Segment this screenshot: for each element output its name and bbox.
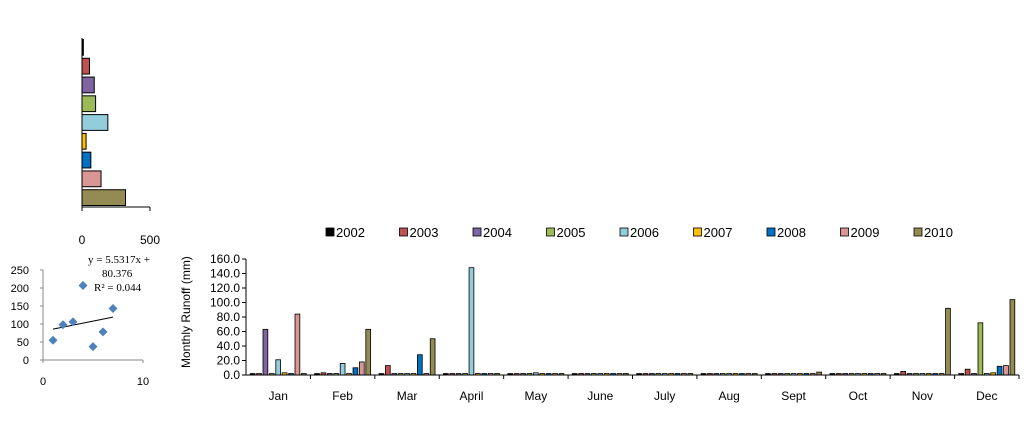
bar-2008-Feb xyxy=(352,367,359,376)
scatter-y-tick-label: 250 xyxy=(11,265,29,277)
main-y-tick-label: 40.0 xyxy=(217,339,241,353)
hbar-2009 xyxy=(81,170,102,188)
horizontal-bar-chart: 0 500 xyxy=(79,38,160,247)
hbar-x-tick-label: 0 xyxy=(79,233,86,247)
scatter-point-2 xyxy=(68,317,78,327)
bar-2004-Jan xyxy=(262,328,269,376)
bar-2009-Feb xyxy=(359,361,365,376)
bar-2010-Dec xyxy=(1009,299,1016,376)
scatter-point-6 xyxy=(108,304,118,314)
hbar-2007 xyxy=(81,132,87,150)
month-label: Feb xyxy=(332,389,353,403)
trend-equation-line2: 80.376 xyxy=(102,268,133,280)
bar-2010-Mar xyxy=(429,338,436,376)
hbar-2006 xyxy=(81,114,109,131)
main-y-tick-label: 80.0 xyxy=(217,310,241,324)
legend-label-2005: 2005 xyxy=(557,225,586,240)
legend-swatch-2004 xyxy=(472,227,482,237)
scatter-point-0 xyxy=(48,335,58,345)
monthly-runoff-chart: Monthly Runoff (mm) 0.020.040.060.080.01… xyxy=(179,225,1020,403)
hbar-2010 xyxy=(81,189,127,207)
legend-swatch-2008 xyxy=(766,227,776,237)
legend-swatch-2010 xyxy=(913,227,923,237)
main-y-tick-label: 60.0 xyxy=(217,325,241,339)
r-squared-label: R² = 0.044 xyxy=(94,282,142,294)
month-label: April xyxy=(459,389,483,403)
scatter-y-tick-label: 150 xyxy=(11,301,29,313)
hbar-2004 xyxy=(81,76,95,94)
bar-2008-Mar xyxy=(417,354,423,376)
bar-2009-Jan xyxy=(294,313,301,376)
scatter-plot: y = 5.5317x + 80.376 R² = 0.044 05010015… xyxy=(11,254,150,388)
bar-2005-Dec xyxy=(977,322,984,376)
main-y-tick-label: 120.0 xyxy=(210,281,240,295)
bar-2008-Dec xyxy=(996,365,1003,376)
trend-equation-line1: y = 5.5317x + xyxy=(88,254,150,266)
main-y-tick-label: 100.0 xyxy=(210,296,240,310)
scatter-x-tick-label: 0 xyxy=(40,376,46,388)
legend-label-2008: 2008 xyxy=(777,225,806,240)
legend-swatch-2006 xyxy=(619,227,629,237)
legend-label-2002: 2002 xyxy=(336,225,365,240)
y-axis-label: Monthly Runoff (mm) xyxy=(179,256,193,368)
bar-2010-Feb xyxy=(365,328,372,376)
legend-label-2006: 2006 xyxy=(630,225,659,240)
scatter-y-tick-label: 100 xyxy=(11,319,29,331)
legend-label-2010: 2010 xyxy=(924,225,953,240)
legend-swatch-2002 xyxy=(325,227,335,237)
legend-swatch-2009 xyxy=(840,227,849,237)
hbar-x-tick-label: 500 xyxy=(140,233,160,247)
month-label: Mar xyxy=(397,389,418,403)
main-y-tick-label: 20.0 xyxy=(217,354,241,368)
bar-2003-Nov xyxy=(900,370,906,376)
hbar-2005 xyxy=(81,95,97,113)
legend-label-2003: 2003 xyxy=(410,225,439,240)
month-label: Oct xyxy=(849,389,868,403)
month-label: May xyxy=(525,389,548,403)
bar-2006-Jan xyxy=(275,359,282,376)
hbar-2003 xyxy=(81,57,90,75)
legend-swatch-2003 xyxy=(399,227,408,237)
month-label: June xyxy=(587,389,613,403)
legend-label-2004: 2004 xyxy=(483,225,512,240)
scatter-y-tick-label: 50 xyxy=(17,337,29,349)
scatter-x-tick-label: 10 xyxy=(137,376,149,388)
month-label: Aug xyxy=(718,389,739,403)
month-label: Sept xyxy=(781,389,806,403)
scatter-point-3 xyxy=(78,280,88,290)
main-y-tick-label: 0.0 xyxy=(223,368,240,382)
month-label: Dec xyxy=(976,389,997,403)
scatter-y-tick-label: 200 xyxy=(11,283,29,295)
main-y-tick-label: 160.0 xyxy=(210,252,240,266)
scatter-point-1 xyxy=(58,320,68,330)
bar-2010-Nov xyxy=(945,307,951,376)
scatter-point-5 xyxy=(98,327,108,337)
main-y-tick-label: 140.0 xyxy=(210,267,240,281)
legend-label-2009: 2009 xyxy=(851,225,880,240)
scatter-y-tick-label: 0 xyxy=(23,355,29,367)
legend-swatch-2007 xyxy=(693,227,702,237)
bar-2003-Mar xyxy=(385,365,391,376)
bar-2009-Dec xyxy=(1003,365,1009,376)
bar-2003-Dec xyxy=(964,368,971,376)
bar-2006-April xyxy=(468,267,475,376)
scatter-point-4 xyxy=(88,342,98,352)
hbar-2008 xyxy=(81,151,92,169)
month-label: Nov xyxy=(912,389,933,403)
month-label: Jan xyxy=(269,389,288,403)
bar-2006-Feb xyxy=(339,362,346,376)
legend-swatch-2005 xyxy=(546,227,555,237)
legend-label-2007: 2007 xyxy=(704,225,733,240)
month-label: July xyxy=(654,389,675,403)
